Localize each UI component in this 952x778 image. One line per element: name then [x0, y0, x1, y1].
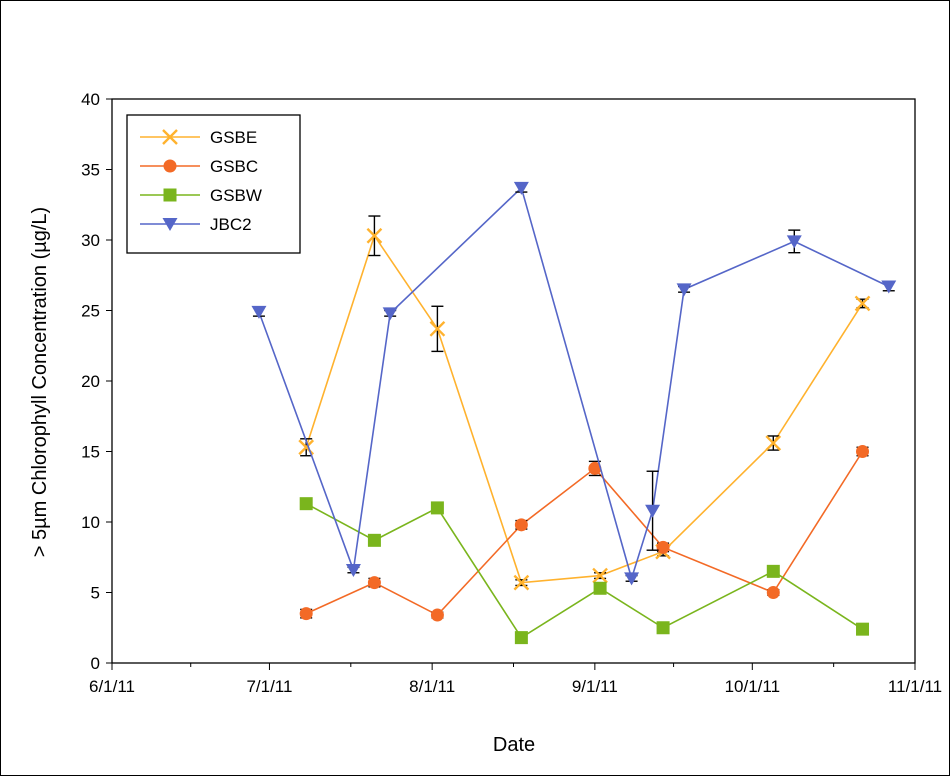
x-marker-stroke [592, 567, 608, 584]
legend-label: GSBW [210, 186, 262, 205]
legend-item: JBC2 [140, 215, 252, 234]
y-axis-label: > 5µm Chlorophyll Concentration (µg/L) [29, 207, 51, 557]
square-marker [856, 622, 870, 636]
circle-marker [163, 159, 177, 173]
series-gsbw [299, 497, 870, 645]
series-gsbe [298, 215, 871, 591]
y-tick-label: 0 [91, 654, 100, 673]
y-tick-label: 25 [81, 302, 100, 321]
x-tick-label: 10/1/11 [725, 677, 780, 696]
x-tick-label: 6/1/11 [89, 677, 135, 696]
square-marker [430, 501, 444, 515]
legend-item: GSBE [140, 128, 257, 147]
circle-marker [367, 576, 381, 590]
legend-box [126, 114, 301, 254]
triangle-marker [345, 563, 361, 577]
series-line [305, 451, 864, 617]
x-tick-label: 9/1/11 [572, 677, 618, 696]
triangle-marker [645, 504, 661, 518]
circle-marker [588, 461, 602, 475]
triangle-marker [881, 280, 897, 294]
circle-marker [430, 608, 444, 622]
series-line [305, 502, 863, 639]
x-marker-stroke [854, 295, 871, 312]
x-marker [366, 227, 383, 244]
x-axis-label: Date [493, 734, 535, 756]
x-marker [513, 574, 530, 591]
series-layer [251, 181, 897, 645]
x-marker [592, 567, 608, 584]
triangle-marker [624, 572, 640, 586]
x-tick-label: 7/1/11 [246, 677, 292, 696]
square-marker [299, 497, 313, 511]
x-marker-stroke [366, 227, 383, 244]
triangle-marker [786, 235, 802, 249]
legend-item: GSBC [140, 157, 258, 176]
legend: GSBE GSBC GSBW JBC2 [126, 114, 301, 254]
x-marker-stroke [765, 435, 782, 451]
x-marker-stroke [513, 574, 530, 591]
square-marker [163, 188, 177, 202]
circle-marker [766, 586, 780, 599]
legend-item: GSBW [140, 186, 262, 205]
x-marker [429, 320, 446, 337]
y-tick-label: 40 [81, 90, 100, 109]
circle-marker [514, 518, 528, 532]
series-jbc2 [251, 181, 897, 586]
square-marker [593, 581, 607, 595]
axes: 0 5 10 15 20 25 30 35 40 6/1/11 7/1/11 8/1/11 9/1/11… [81, 90, 942, 696]
square-marker [367, 533, 381, 547]
y-tick-label: 35 [81, 161, 100, 180]
circle-marker [856, 445, 870, 458]
x-marker-stroke [429, 320, 446, 337]
y-tick-label: 5 [91, 584, 100, 603]
circle-marker [656, 540, 670, 554]
y-tick-label: 10 [81, 513, 100, 532]
square-marker [656, 621, 670, 635]
x-tick-label: 8/1/11 [409, 677, 455, 696]
x-marker [854, 295, 871, 312]
triangle-marker [251, 305, 267, 319]
legend-label: JBC2 [210, 215, 252, 234]
square-marker [766, 564, 780, 578]
y-tick-label: 15 [81, 443, 100, 462]
x-marker [765, 435, 782, 451]
x-tick-label: 11/1/11 [888, 677, 942, 696]
triangle-marker [162, 218, 178, 231]
triangle-marker [382, 307, 398, 321]
x-marker [162, 129, 178, 145]
series-gsbc [299, 445, 870, 622]
x-marker-stroke [298, 439, 315, 456]
triangle-marker [513, 181, 529, 195]
legend-label: GSBE [210, 128, 257, 147]
y-tick-label: 20 [81, 372, 100, 391]
x-marker-stroke [162, 129, 178, 145]
square-marker [514, 631, 528, 645]
legend-label: GSBC [210, 157, 258, 176]
triangle-marker [676, 283, 692, 297]
circle-marker [299, 607, 313, 621]
series-line [305, 233, 864, 584]
y-tick-label: 30 [81, 231, 100, 250]
